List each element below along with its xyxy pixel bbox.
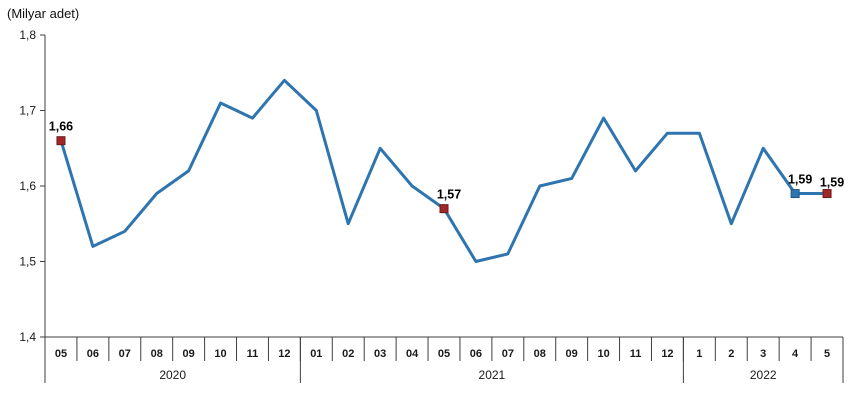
x-tick-label-month: 10 xyxy=(214,348,226,360)
x-tick-label-month: 5 xyxy=(824,348,830,360)
data-point-marker-blue xyxy=(790,189,800,199)
x-tick-label-month: 05 xyxy=(55,348,67,360)
x-tick-label-month: 12 xyxy=(661,348,673,360)
x-tick-label-month: 07 xyxy=(119,348,131,360)
x-tick-label-month: 01 xyxy=(310,348,322,360)
x-tick-label-year: 2020 xyxy=(159,368,186,382)
x-tick-label-month: 12 xyxy=(278,348,290,360)
x-tick-label-month: 4 xyxy=(792,348,799,360)
x-tick-label-month: 03 xyxy=(374,348,386,360)
x-tick-label-year: 2022 xyxy=(750,368,777,382)
data-point-marker-red xyxy=(822,189,832,199)
x-tick-label-month: 07 xyxy=(502,348,514,360)
x-tick-label-month: 08 xyxy=(534,348,546,360)
x-tick-label-month: 06 xyxy=(87,348,99,360)
y-tick-label: 1,4 xyxy=(19,330,36,344)
data-point-label: 1,66 xyxy=(49,120,73,134)
x-tick-label-month: 05 xyxy=(438,348,450,360)
x-tick-label-month: 04 xyxy=(406,348,419,360)
x-tick-label-month: 08 xyxy=(151,348,163,360)
x-tick-label-month: 1 xyxy=(696,348,702,360)
x-tick-label-month: 06 xyxy=(470,348,482,360)
x-tick-label-month: 2 xyxy=(728,348,734,360)
x-tick-label-month: 11 xyxy=(247,348,259,360)
y-tick-label: 1,6 xyxy=(19,179,36,193)
data-point-marker-red xyxy=(56,136,66,146)
x-tick-label-month: 3 xyxy=(760,348,766,360)
y-tick-label: 1,5 xyxy=(19,255,36,269)
x-tick-label-month: 10 xyxy=(597,348,609,360)
data-point-marker-red xyxy=(439,204,449,214)
data-point-label: 1,59 xyxy=(820,176,844,190)
y-tick-label: 1,8 xyxy=(19,28,36,42)
x-tick-label-month: 09 xyxy=(566,348,578,360)
data-point-label: 1,57 xyxy=(437,188,461,202)
data-point-label: 1,59 xyxy=(788,173,812,187)
y-tick-label: 1,7 xyxy=(19,104,36,118)
x-tick-label-month: 09 xyxy=(183,348,195,360)
x-tick-label-month: 11 xyxy=(630,348,642,360)
x-tick-label-year: 2021 xyxy=(479,368,506,382)
chart-unit-label: (Milyar adet) xyxy=(7,6,80,21)
series-line xyxy=(59,78,829,263)
x-tick-label-month: 02 xyxy=(342,348,354,360)
